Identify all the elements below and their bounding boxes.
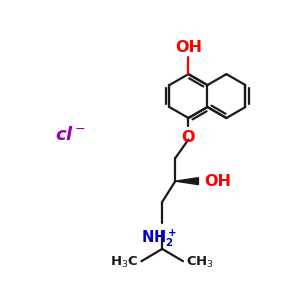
Polygon shape [175, 178, 198, 184]
Text: CH$_3$: CH$_3$ [186, 254, 214, 269]
Text: O: O [182, 130, 195, 145]
Text: OH: OH [175, 40, 202, 55]
Text: OH: OH [204, 174, 231, 189]
Text: $\mathregular{NH_2^+}$: $\mathregular{NH_2^+}$ [141, 227, 177, 249]
Text: cl$^-$: cl$^-$ [55, 126, 86, 144]
Text: H$_3$C: H$_3$C [110, 254, 138, 269]
